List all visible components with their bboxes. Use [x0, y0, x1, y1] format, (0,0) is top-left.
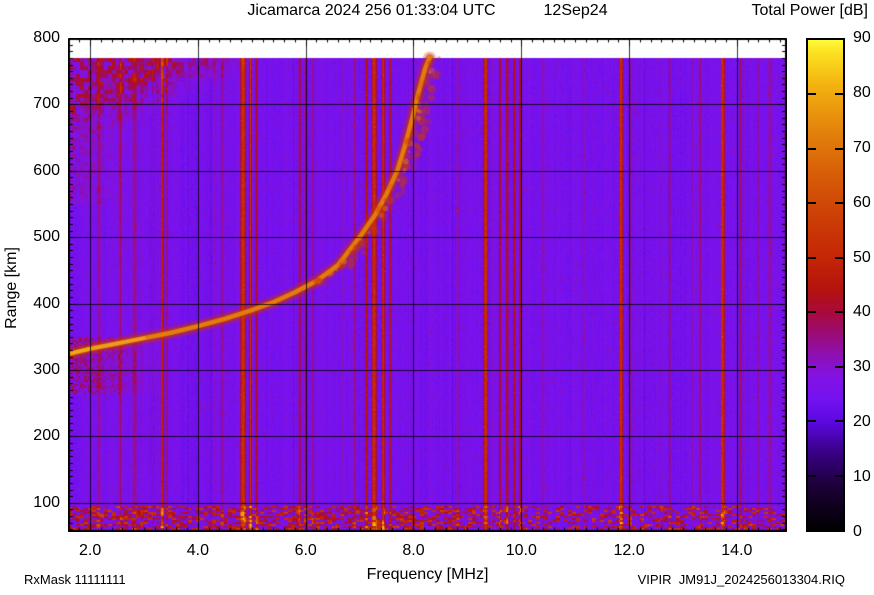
- colorbar-tick: [835, 147, 843, 150]
- x-axis-title: Frequency [MHz]: [366, 566, 489, 583]
- x-tick-label: 14.0: [721, 542, 753, 559]
- colorbar-tick: [808, 420, 816, 423]
- x-tick-label: 12.0: [613, 542, 645, 559]
- y-tick-label: 700: [33, 95, 60, 113]
- y-tick-label: 400: [33, 294, 60, 312]
- colorbar-tick: [808, 256, 816, 259]
- y-tick-label: 600: [33, 161, 60, 179]
- colorbar-tick: [835, 420, 843, 423]
- colorbar-tick-label: 20: [853, 413, 871, 431]
- colorbar-tick: [835, 365, 843, 368]
- title-main: Jicamarca 2024 256 01:33:04 UTC: [247, 2, 496, 19]
- colorbar-tick: [808, 147, 816, 150]
- rxmask-label: RxMask 11111111: [24, 572, 126, 587]
- colorbar-tick: [835, 202, 843, 205]
- x-tick-label: 8.0: [402, 542, 425, 559]
- ionogram-heatmap: [68, 38, 787, 532]
- colorbar-tick: [808, 311, 816, 314]
- colorbar-tick-label: 0: [853, 523, 862, 540]
- colorbar-tick: [835, 311, 843, 314]
- y-tick-label: 500: [33, 228, 60, 246]
- title-date: 12Sep24: [543, 2, 608, 19]
- colorbar-tick: [808, 474, 816, 477]
- colorbar-tick-label: 30: [853, 358, 871, 376]
- y-tick-label: 200: [33, 427, 60, 445]
- x-tick-label: 6.0: [294, 542, 317, 559]
- x-tick-label: 2.0: [78, 542, 102, 559]
- colorbar-tick: [835, 256, 843, 259]
- y-tick-label: 800: [33, 29, 60, 46]
- colorbar-tick: [808, 202, 816, 205]
- colorbar-tick-label: 80: [853, 83, 871, 101]
- y-tick-label: 300: [33, 360, 60, 378]
- colorbar-tick: [835, 93, 843, 96]
- plot-title: Jicamarca 2024 256 01:33:04 UTC 12Sep24: [68, 2, 787, 20]
- colorbar-title: Total Power [dB]: [751, 2, 869, 19]
- colorbar-tick-label: 70: [853, 138, 871, 156]
- colorbar-tick-label: 60: [853, 193, 871, 211]
- colorbar-tick-label: 10: [853, 468, 871, 486]
- colorbar-tick: [835, 474, 843, 477]
- y-tick-label: 100: [33, 493, 60, 511]
- colorbar-tick: [808, 93, 816, 96]
- colorbar: [806, 38, 845, 532]
- x-tick-label: 4.0: [186, 542, 210, 559]
- colorbar-tick: [808, 365, 816, 368]
- x-tick-label: 10.0: [505, 542, 537, 559]
- filename-label: VIPIR JM91J_2024256013304.RIQ: [637, 572, 845, 587]
- colorbar-tick-label: 90: [853, 29, 871, 46]
- colorbar-tick-label: 40: [853, 303, 871, 321]
- colorbar-tick-label: 50: [853, 248, 871, 266]
